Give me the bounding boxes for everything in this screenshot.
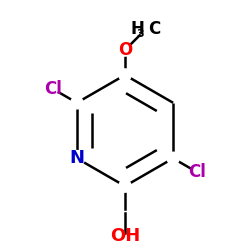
Text: O: O: [118, 41, 132, 59]
Text: 3: 3: [136, 29, 144, 39]
Text: H: H: [131, 20, 145, 38]
Circle shape: [69, 150, 85, 166]
Circle shape: [119, 180, 131, 192]
Circle shape: [119, 44, 131, 56]
Circle shape: [119, 69, 131, 81]
Circle shape: [71, 97, 83, 109]
Text: Cl: Cl: [188, 163, 206, 181]
Text: Cl: Cl: [44, 80, 62, 98]
Circle shape: [167, 152, 179, 164]
Text: C: C: [148, 20, 160, 38]
Text: OH: OH: [110, 227, 140, 245]
Text: N: N: [70, 149, 84, 167]
